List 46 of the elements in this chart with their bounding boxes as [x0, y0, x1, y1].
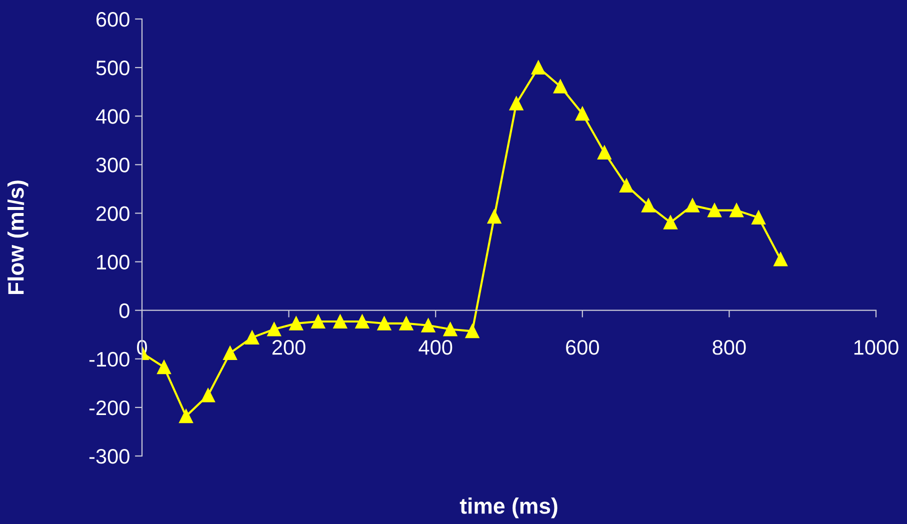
point [245, 330, 260, 344]
y-tick-label: 400 [96, 109, 130, 124]
point [575, 106, 590, 121]
point [157, 360, 171, 374]
x-tick-label: 600 [566, 340, 599, 355]
point [465, 324, 480, 338]
y-tick-label: 200 [96, 206, 130, 221]
point [399, 316, 414, 330]
point [443, 322, 458, 336]
point [333, 314, 348, 328]
point [553, 80, 568, 94]
y-tick-label: -200 [89, 400, 130, 416]
point [730, 203, 744, 218]
point [664, 216, 678, 230]
point [311, 314, 326, 328]
point [487, 210, 502, 224]
y-tick-label: -100 [89, 352, 130, 367]
point [289, 316, 304, 330]
y-axis-title: Flow (ml/s) [8, 180, 28, 294]
point [774, 252, 788, 266]
x-axis-title: time (ms) [460, 498, 558, 518]
y-tick-label: -300 [89, 449, 130, 464]
point [267, 322, 282, 336]
y-tick-label: 0 [119, 303, 130, 318]
point [377, 316, 392, 330]
x-tick-label: 1000 [854, 340, 898, 355]
x-tick-label: 400 [418, 340, 452, 355]
x-tick-label: 800 [712, 340, 746, 355]
point [421, 318, 436, 332]
point [223, 346, 238, 360]
point [201, 388, 216, 402]
point [686, 198, 700, 212]
y-tick-label: 300 [96, 158, 130, 172]
y-tick-label: 500 [96, 60, 130, 76]
point [531, 60, 546, 74]
point [619, 178, 634, 192]
point [179, 409, 193, 424]
point [708, 203, 722, 218]
x-tick-label: 200 [272, 340, 306, 355]
point [642, 198, 656, 212]
point [355, 314, 370, 328]
y-tick-label: 600 [96, 12, 130, 27]
point [509, 96, 524, 110]
y-tick-label: 100 [97, 254, 130, 270]
point [597, 146, 612, 160]
point [752, 210, 766, 225]
